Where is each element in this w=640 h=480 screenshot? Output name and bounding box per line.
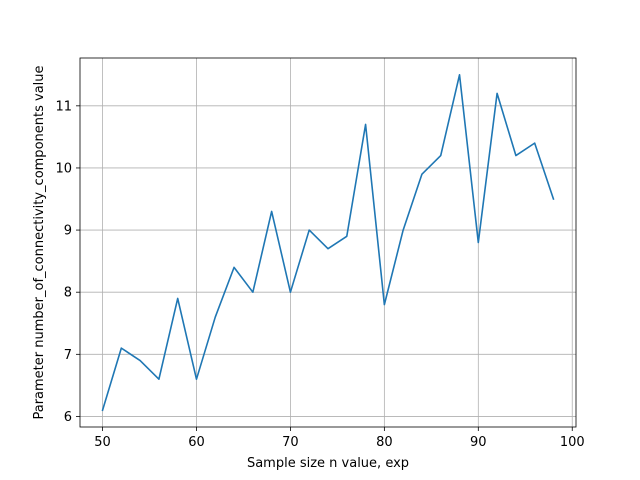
- y-tick-label: 7: [64, 348, 72, 363]
- x-tick-label: 50: [94, 435, 111, 450]
- x-axis-label: Sample size n value, exp: [247, 456, 409, 471]
- grid: [80, 58, 576, 427]
- plot-frame: [79, 57, 577, 428]
- x-axis: 50 60 70 80 90 100: [94, 427, 585, 450]
- y-axis-label: Parameter number_of_connectivity_compone…: [32, 65, 47, 419]
- y-tick-label: 8: [64, 286, 72, 301]
- x-tick-label: 100: [560, 435, 585, 450]
- x-tick-label: 90: [470, 435, 487, 450]
- y-tick-label: 6: [64, 410, 72, 425]
- y-tick-label: 10: [55, 161, 72, 176]
- y-tick-label: 9: [64, 224, 72, 239]
- x-tick-label: 70: [282, 435, 299, 450]
- series-layer: [101, 73, 555, 412]
- y-tick-label: 11: [55, 99, 72, 114]
- x-tick-label: 80: [376, 435, 393, 450]
- x-tick-label: 60: [188, 435, 205, 450]
- y-axis: 6 7 8 9 10 11: [55, 99, 80, 425]
- series-line: [101, 73, 555, 412]
